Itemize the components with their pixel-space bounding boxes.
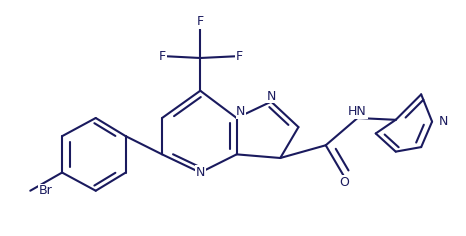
Text: N: N [196,166,205,179]
Text: F: F [159,50,166,63]
Text: HN: HN [348,105,367,118]
Text: F: F [197,15,204,28]
Text: N: N [439,115,448,128]
Text: Br: Br [39,184,53,197]
Text: N: N [267,90,276,103]
Text: O: O [339,176,349,189]
Text: F: F [236,50,243,63]
Text: N: N [236,105,246,118]
